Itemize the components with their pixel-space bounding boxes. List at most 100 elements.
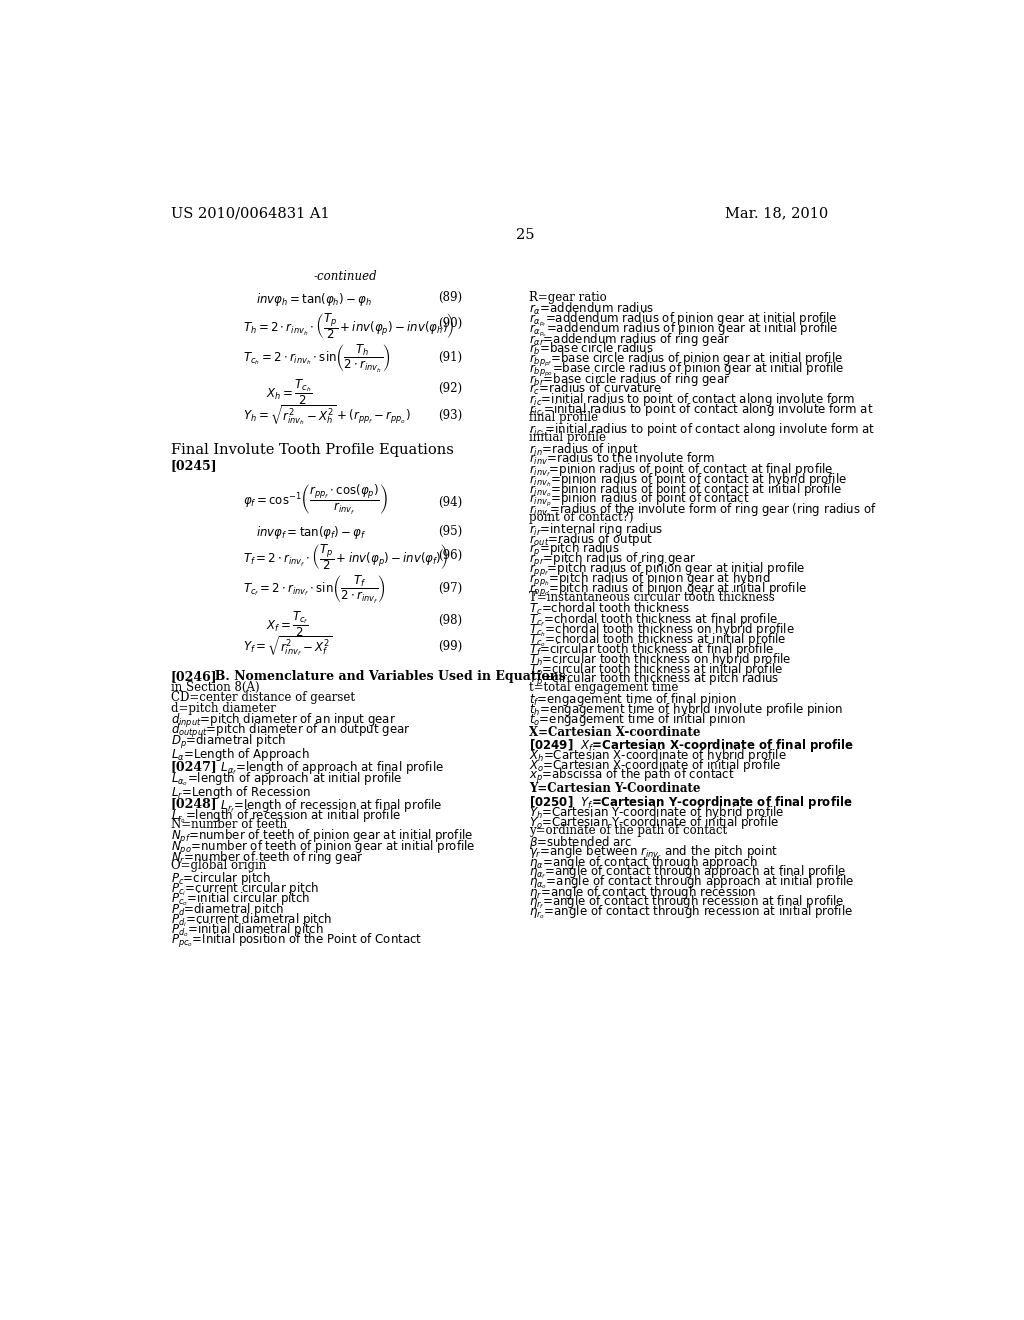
Text: $r_{pp_f}$=pitch radius of pinion gear at initial profile: $r_{pp_f}$=pitch radius of pinion gear a… (529, 561, 806, 579)
Text: $r_{bp_{pf}}$=base circle radius of pinion gear at initial profile: $r_{bp_{pf}}$=base circle radius of pini… (529, 351, 844, 370)
Text: $N_r$=number of teeth of ring gear: $N_r$=number of teeth of ring gear (171, 849, 364, 866)
Text: $Y_f = \sqrt{r^2_{inv_f} - X^2_f}$: $Y_f = \sqrt{r^2_{inv_f} - X^2_f}$ (243, 635, 332, 659)
Text: $\eta_r$=angle of contact through recession: $\eta_r$=angle of contact through recess… (529, 884, 757, 900)
Text: t=total engagement time: t=total engagement time (529, 681, 679, 694)
Text: $L_{\alpha_f}$=length of approach at final profile: $L_{\alpha_f}$=length of approach at fin… (206, 760, 443, 777)
Text: N=number of teeth: N=number of teeth (171, 818, 287, 830)
Text: $r_{inv_p}$=pinion radius of point of contact: $r_{inv_p}$=pinion radius of point of co… (529, 491, 751, 510)
Text: -continued: -continued (313, 271, 377, 282)
Text: $N_{pf}$=number of teeth of pinion gear at initial profile: $N_{pf}$=number of teeth of pinion gear … (171, 829, 473, 846)
Text: $r_{inv_o}$=pinion radius of point of contact at initial profile: $r_{inv_o}$=pinion radius of point of co… (529, 480, 843, 499)
Text: $\eta_{r_f}$=angle of contact through recession at final profile: $\eta_{r_f}$=angle of contact through re… (529, 894, 845, 911)
Text: Mar. 18, 2010: Mar. 18, 2010 (725, 206, 828, 220)
Text: $Y_o$=Cartesian Y-coordinate of initial profile: $Y_o$=Cartesian Y-coordinate of initial … (529, 813, 779, 830)
Text: (93): (93) (438, 409, 462, 421)
Text: $t_o$=engagement time of initial pinion: $t_o$=engagement time of initial pinion (529, 711, 746, 729)
Text: $r_b$=base circle radius: $r_b$=base circle radius (529, 341, 654, 356)
Text: $\eta_{r_o}$=angle of contact through recession at initial profile: $\eta_{r_o}$=angle of contact through re… (529, 904, 853, 921)
Text: $L_{\alpha_o}$=length of approach at initial profile: $L_{\alpha_o}$=length of approach at ini… (171, 770, 402, 788)
Text: $\varphi_f = \cos^{-1}\!\left(\dfrac{r_{pp_f} \cdot \cos(\varphi_p)}{r_{inv_f}}\: $\varphi_f = \cos^{-1}\!\left(\dfrac{r_{… (243, 482, 388, 516)
Text: $T_f$=circular tooth thickness at final profile: $T_f$=circular tooth thickness at final … (529, 642, 774, 659)
Text: $T_f = 2 \cdot r_{inv_f} \cdot \left(\dfrac{T_p}{2} + inv(\varphi_p) - inv(\varp: $T_f = 2 \cdot r_{inv_f} \cdot \left(\df… (243, 543, 447, 572)
Text: $P_c$=circular pitch: $P_c$=circular pitch (171, 870, 270, 887)
Text: $r_{ic_f}$=initial radius to point of contact along involute form at: $r_{ic_f}$=initial radius to point of co… (529, 401, 874, 418)
Text: B. Nomenclature and Variables Used in Equations: B. Nomenclature and Variables Used in Eq… (206, 671, 565, 684)
Text: $r_c$=radius of curvature: $r_c$=radius of curvature (529, 381, 663, 397)
Text: [0248]: [0248] (171, 797, 217, 810)
Text: $r_{in}$=radius of input: $r_{in}$=radius of input (529, 441, 639, 458)
Text: $X_f = \dfrac{T_{c_f}}{2}$: $X_f = \dfrac{T_{c_f}}{2}$ (266, 610, 308, 639)
Text: $P_{c_o}$=initial circular pitch: $P_{c_o}$=initial circular pitch (171, 891, 310, 908)
Text: $T_{c_f} = 2 \cdot r_{inv_f} \cdot \sin\!\left(\dfrac{T_f}{2 \cdot r_{inv_f}}\ri: $T_{c_f} = 2 \cdot r_{inv_f} \cdot \sin\… (243, 573, 385, 605)
Text: (91): (91) (438, 351, 462, 364)
Text: in Section 8(A): in Section 8(A) (171, 681, 259, 694)
Text: Y=Cartesian Y-Coordinate: Y=Cartesian Y-Coordinate (529, 781, 701, 795)
Text: $T_p$=circular tooth thickness at pitch radius: $T_p$=circular tooth thickness at pitch … (529, 671, 779, 689)
Text: $d_{output}$=pitch diameter of an output gear: $d_{output}$=pitch diameter of an output… (171, 722, 411, 741)
Text: (98): (98) (438, 614, 462, 627)
Text: (97): (97) (438, 582, 462, 595)
Text: $\eta_{\alpha_o}$=angle of contact through approach at initial profile: $\eta_{\alpha_o}$=angle of contact throu… (529, 874, 855, 891)
Text: $P_d$=diametral pitch: $P_d$=diametral pitch (171, 902, 284, 919)
Text: d=pitch diameter: d=pitch diameter (171, 702, 275, 714)
Text: $r_{inv_h}$=pinion radius of point of contact at hybrid profile: $r_{inv_h}$=pinion radius of point of co… (529, 471, 848, 488)
Text: $r_\alpha$=addendum radius: $r_\alpha$=addendum radius (529, 301, 654, 317)
Text: $r_{br}$=base circle radius of ring gear: $r_{br}$=base circle radius of ring gear (529, 371, 731, 388)
Text: $\beta$=subtended arc: $\beta$=subtended arc (529, 834, 633, 850)
Text: $r_{pr}$=pitch radius of ring gear: $r_{pr}$=pitch radius of ring gear (529, 552, 696, 569)
Text: $r_{inv}$=radius to the involute form: $r_{inv}$=radius to the involute form (529, 451, 715, 467)
Text: $r_{pp_o}$=pitch radius of pinion gear at initial profile: $r_{pp_o}$=pitch radius of pinion gear a… (529, 581, 807, 599)
Text: $\gamma_r$=angle between $r_{inv_r}$ and the pitch point: $\gamma_r$=angle between $r_{inv_r}$ and… (529, 843, 778, 861)
Text: $r_{\alpha_{p_o}}$=addendum radius of pinion gear at initial profile: $r_{\alpha_{p_o}}$=addendum radius of pi… (529, 321, 839, 339)
Text: $r_{inv_f}$=pinion radius of point of contact at final profile: $r_{inv_f}$=pinion radius of point of co… (529, 461, 834, 479)
Text: $D_p$=diametral pitch: $D_p$=diametral pitch (171, 733, 286, 751)
Text: $r_{ic}$=initial radius to point of contact along involute form: $r_{ic}$=initial radius to point of cont… (529, 391, 855, 408)
Text: initial profile: initial profile (529, 430, 606, 444)
Text: (94): (94) (438, 496, 462, 508)
Text: $Y_h = \sqrt{r^2_{inv_h} - X^2_h} + (r_{pp_f} - r_{pp_o})$: $Y_h = \sqrt{r^2_{inv_h} - X^2_h} + (r_{… (243, 404, 411, 428)
Text: (89): (89) (438, 290, 462, 304)
Text: $T_{c_o}$=chordal tooth thickness at initial profile: $T_{c_o}$=chordal tooth thickness at ini… (529, 631, 787, 648)
Text: $\eta_\alpha$=angle of contact through approach: $\eta_\alpha$=angle of contact through a… (529, 854, 758, 871)
Text: $T_h$=circular tooth thickness on hybrid profile: $T_h$=circular tooth thickness on hybrid… (529, 651, 792, 668)
Text: $r_{ir}$=internal ring radius: $r_{ir}$=internal ring radius (529, 521, 664, 539)
Text: (96): (96) (438, 549, 462, 562)
Text: point of contact?): point of contact?) (529, 511, 634, 524)
Text: $T_{c_h}$=chordal tooth thickness on hybrid profile: $T_{c_h}$=chordal tooth thickness on hyb… (529, 622, 795, 639)
Text: 25: 25 (515, 227, 535, 242)
Text: $r_{\alpha_{p_f}}$=addendum radius of pinion gear at initial profile: $r_{\alpha_{p_f}}$=addendum radius of pi… (529, 312, 838, 329)
Text: R=gear ratio: R=gear ratio (529, 290, 607, 304)
Text: $X_h = \dfrac{T_{c_h}}{2}$: $X_h = \dfrac{T_{c_h}}{2}$ (266, 378, 312, 407)
Text: $r_{pp_h}$=pitch radius of pinion gear at hybrid: $r_{pp_h}$=pitch radius of pinion gear a… (529, 572, 771, 589)
Text: $T_h = 2 \cdot r_{inv_h} \cdot \left(\dfrac{T_p}{2} + inv(\varphi_p) - inv(\varp: $T_h = 2 \cdot r_{inv_h} \cdot \left(\df… (243, 312, 454, 341)
Text: $P_{d_i}$=current diametral pitch: $P_{d_i}$=current diametral pitch (171, 911, 332, 929)
Text: (90): (90) (438, 317, 462, 330)
Text: $inv\varphi_h = \tan(\varphi_h) - \varphi_h$: $inv\varphi_h = \tan(\varphi_h) - \varph… (256, 290, 372, 308)
Text: [0250]  $Y_f$=Cartesian Y-coordinate of final profile: [0250] $Y_f$=Cartesian Y-coordinate of f… (529, 793, 853, 810)
Text: US 2010/0064831 A1: US 2010/0064831 A1 (171, 206, 330, 220)
Text: y=ordinate of the path of contact: y=ordinate of the path of contact (529, 824, 728, 837)
Text: $T_c$=chordal tooth thickness: $T_c$=chordal tooth thickness (529, 601, 690, 618)
Text: O=global origin: O=global origin (171, 859, 266, 873)
Text: $X_h$=Cartesian X-coordinate of hybrid profile: $X_h$=Cartesian X-coordinate of hybrid p… (529, 747, 787, 764)
Text: $L_{r_f}$=length of recession at final profile: $L_{r_f}$=length of recession at final p… (206, 797, 442, 814)
Text: $N_{po}$=number of teeth of pinion gear at initial profile: $N_{po}$=number of teeth of pinion gear … (171, 838, 475, 857)
Text: Final Involute Tooth Profile Equations: Final Involute Tooth Profile Equations (171, 444, 454, 457)
Text: $t_h$=engagement time of hybrid involute profile pinion: $t_h$=engagement time of hybrid involute… (529, 701, 844, 718)
Text: $\eta_{\alpha_f}$=angle of contact through approach at final profile: $\eta_{\alpha_f}$=angle of contact throu… (529, 863, 847, 882)
Text: $r_{inv_r}$=radius of the involute form of ring gear (ring radius of: $r_{inv_r}$=radius of the involute form … (529, 502, 878, 519)
Text: $Y_h$=Cartesian Y-coordinate of hybrid profile: $Y_h$=Cartesian Y-coordinate of hybrid p… (529, 804, 784, 821)
Text: (99): (99) (438, 640, 462, 652)
Text: (92): (92) (438, 381, 462, 395)
Text: (95): (95) (438, 525, 462, 539)
Text: $P_{c_i}$=current circular pitch: $P_{c_i}$=current circular pitch (171, 880, 318, 898)
Text: $r_p$=pitch radius: $r_p$=pitch radius (529, 541, 621, 560)
Text: X=Cartesian X-coordinate: X=Cartesian X-coordinate (529, 726, 701, 739)
Text: $inv\varphi_f = \tan(\varphi_f) - \varphi_f$: $inv\varphi_f = \tan(\varphi_f) - \varph… (256, 524, 367, 541)
Text: $T_o$=circular tooth thickness at initial profile: $T_o$=circular tooth thickness at initia… (529, 661, 783, 678)
Text: T=instantaneous circular tooth thickness: T=instantaneous circular tooth thickness (529, 591, 775, 605)
Text: CD=center distance of gearset: CD=center distance of gearset (171, 692, 354, 705)
Text: $L_\alpha$=Length of Approach: $L_\alpha$=Length of Approach (171, 746, 309, 763)
Text: $P_{pc_o}$=Initial position of the Point of Contact: $P_{pc_o}$=Initial position of the Point… (171, 932, 422, 950)
Text: $T_{c_h} = 2 \cdot r_{inv_h} \cdot \sin\!\left(\dfrac{T_h}{2 \cdot r_{inv_h}}\ri: $T_{c_h} = 2 \cdot r_{inv_h} \cdot \sin\… (243, 342, 390, 374)
